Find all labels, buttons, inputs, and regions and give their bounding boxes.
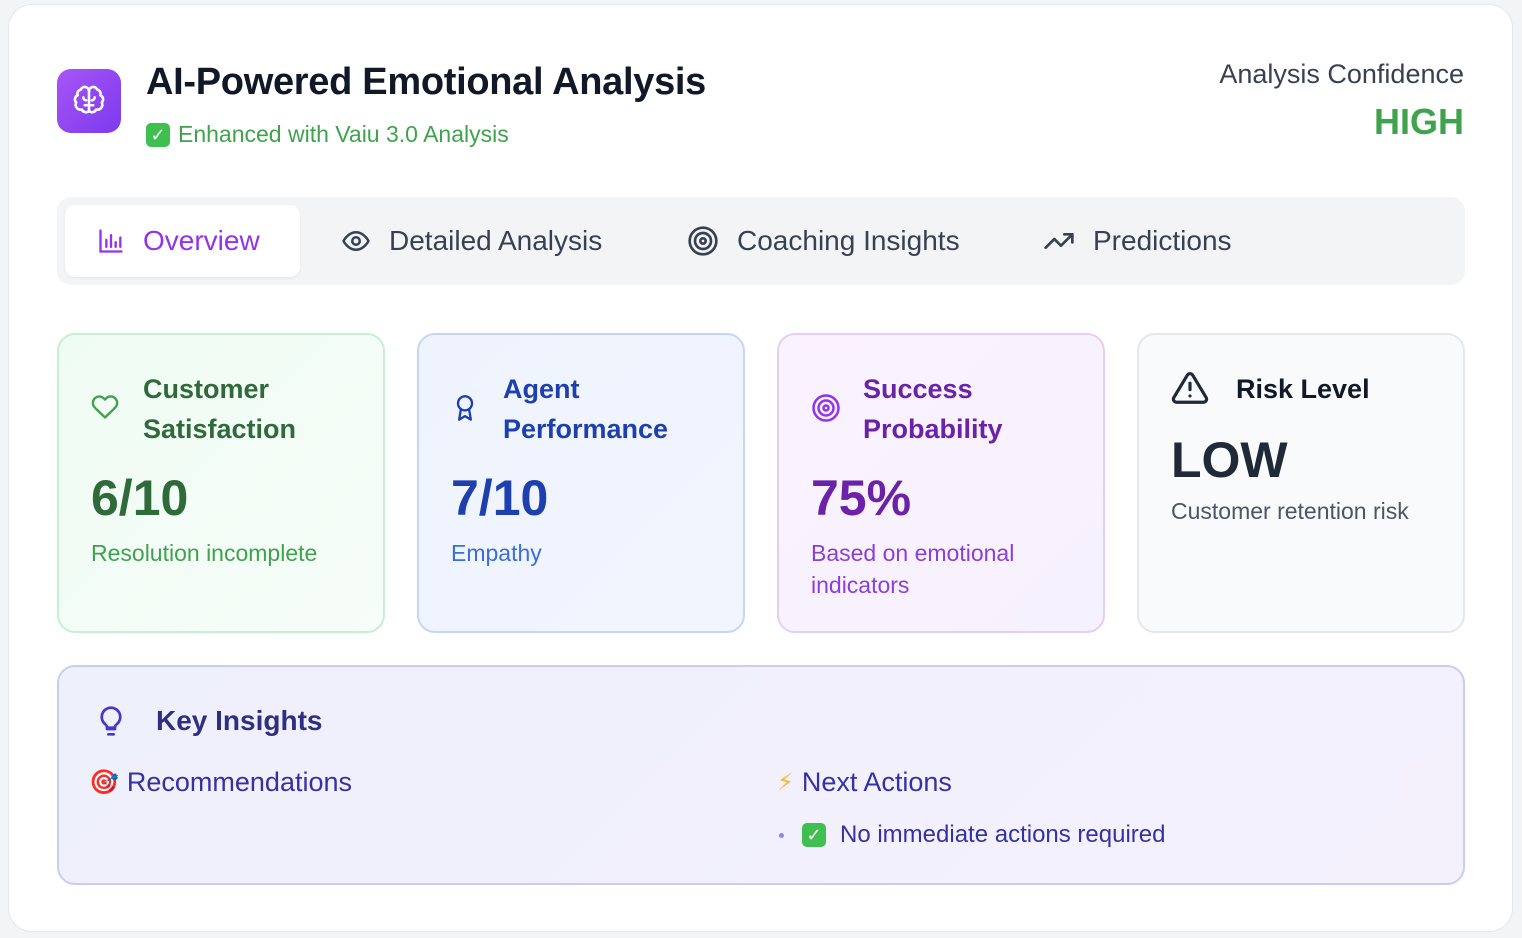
confidence-value: HIGH: [1374, 101, 1464, 142]
check-icon: ✓: [802, 823, 826, 847]
metric-agent-performance: Agent Performance 7/10 Empathy: [417, 333, 745, 633]
bullet-dot: [779, 832, 784, 838]
tab-label: Detailed Analysis: [389, 225, 603, 256]
tab-label: Coaching Insights: [737, 225, 960, 256]
key-insights-panel: Key Insights 🎯 Recommendations ⚡ Next Ac…: [57, 665, 1465, 885]
metric-description: Resolution incomplete: [91, 540, 318, 566]
tab-overview[interactable]: Overview: [65, 205, 300, 277]
next-actions-heading: ⚡ Next Actions: [777, 767, 952, 798]
page-title: AI-Powered Emotional Analysis: [146, 61, 707, 103]
metric-value: 7/10: [451, 470, 549, 526]
heart-icon: [91, 395, 119, 419]
list-item: ✓ No immediate actions required: [779, 821, 1166, 849]
metric-value: LOW: [1171, 432, 1288, 488]
recommendations-label: Recommendations: [126, 767, 353, 797]
lightning-icon: ⚡: [777, 769, 794, 796]
tab-coaching-insights[interactable]: Coaching Insights: [687, 205, 960, 277]
metric-risk-level: Risk Level LOW Customer retention risk: [1137, 333, 1465, 633]
metric-value: 6/10: [91, 470, 189, 526]
metric-description: Based on emotional indicators: [811, 540, 1015, 598]
target-icon: [688, 226, 718, 256]
emotional-analysis-card: AI-Powered Emotional Analysis ✓ Enhanced…: [8, 4, 1513, 932]
target-emoji-icon: 🎯: [89, 769, 119, 796]
tab-detailed-analysis[interactable]: Detailed Analysis: [341, 205, 602, 277]
metric-title: Agent Performance: [503, 374, 669, 444]
metric-description: Customer retention risk: [1171, 498, 1409, 524]
metric-description: Empathy: [451, 540, 542, 566]
metric-title: Risk Level: [1236, 374, 1370, 404]
brain-icon: [57, 69, 121, 133]
eye-icon: [342, 231, 370, 251]
trending-up-icon: [1044, 233, 1074, 249]
confidence-label: Analysis Confidence: [1219, 59, 1464, 89]
target-icon: [812, 394, 840, 422]
bar-chart-icon: [99, 229, 123, 253]
metric-success-probability: Success Probability 75% Based on emotion…: [777, 333, 1105, 633]
insights-title: Key Insights: [156, 705, 323, 736]
metric-title: Success Probability: [863, 374, 1003, 444]
metric-value: 75%: [811, 470, 912, 526]
enhancement-label: Enhanced with Vaiu 3.0 Analysis: [178, 121, 509, 147]
tab-label: Overview: [143, 225, 260, 256]
next-actions-label: Next Actions: [801, 767, 952, 797]
tab-label: Predictions: [1093, 225, 1232, 256]
alert-triangle-icon: [1171, 372, 1209, 404]
check-icon: ✓: [146, 122, 170, 147]
tab-predictions[interactable]: Predictions: [1043, 205, 1232, 277]
metric-title: Customer Satisfaction: [143, 374, 297, 444]
metric-customer-satisfaction: Customer Satisfaction 6/10 Resolution in…: [57, 333, 385, 633]
enhancement-status: ✓ Enhanced with Vaiu 3.0 Analysis: [146, 121, 509, 148]
tab-bar: Overview Detailed Analysis Coaching Insi…: [57, 197, 1465, 285]
award-icon: [456, 395, 474, 421]
recommendations-heading: 🎯 Recommendations: [89, 767, 352, 798]
lightbulb-icon: [100, 706, 122, 736]
next-action-text: No immediate actions required: [840, 821, 1166, 848]
